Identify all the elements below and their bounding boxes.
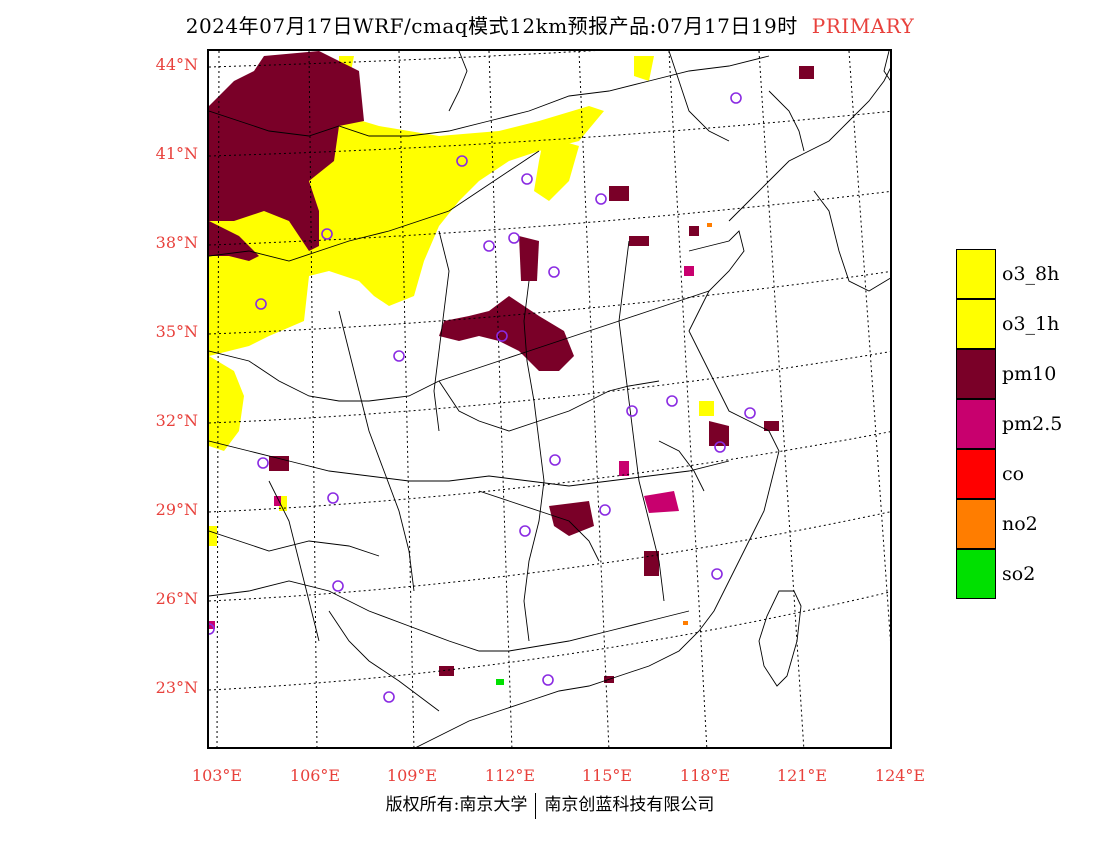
lon-label-121: 121°E [776, 766, 828, 785]
legend-swatch [956, 349, 996, 399]
copyright-right: 南京创蓝科技有限公司 [544, 795, 715, 815]
map-title: 2024年07月17日WRF/cmaq模式12km预报产品:07月17日19时 P… [0, 10, 1100, 39]
lat-label-26: 26°N [155, 589, 198, 608]
so2-speck [496, 679, 504, 685]
pm25-regions [209, 266, 694, 629]
legend-label: pm10 [1002, 363, 1057, 385]
legend-swatch [956, 549, 996, 599]
lat-label-29: 29°N [155, 500, 198, 519]
lon-label-124: 124°E [874, 766, 926, 785]
station-markers [209, 92, 756, 703]
lat-label-41: 41°N [155, 144, 198, 163]
copyright-left: 版权所有:南京大学 [385, 795, 528, 815]
lat-label-44: 44°N [155, 55, 198, 74]
title-main: 2024年07月17日WRF/cmaq模式12km预报产品:07月17日19时 [185, 14, 798, 38]
legend-swatch [956, 449, 996, 499]
lat-label-23: 23°N [155, 678, 198, 697]
legend-swatch [956, 499, 996, 549]
legend-label: so2 [1002, 563, 1036, 585]
copyright-footer: 版权所有:南京大学 南京创蓝科技有限公司 [0, 790, 1100, 819]
legend-label: o3_1h [1002, 313, 1060, 335]
legend-label: o3_8h [1002, 263, 1060, 285]
legend-label: pm2.5 [1002, 413, 1063, 435]
lon-label-118: 118°E [679, 766, 731, 785]
forecast-map [209, 51, 890, 747]
title-tag: PRIMARY [811, 14, 915, 38]
no2-speck-south [683, 621, 688, 625]
boundaries [209, 51, 890, 747]
lon-label-109: 109°E [386, 766, 438, 785]
lat-label-38: 38°N [155, 233, 198, 252]
lon-label-103: 103°E [191, 766, 243, 785]
legend-label: no2 [1002, 513, 1038, 535]
no2-speck [707, 223, 712, 227]
footer-divider [535, 792, 537, 819]
legend-swatch [956, 249, 996, 299]
legend-swatch [956, 299, 996, 349]
pm10-regions [209, 51, 814, 683]
lon-label-112: 112°E [484, 766, 536, 785]
lat-label-32: 32°N [155, 411, 198, 430]
lon-label-115: 115°E [581, 766, 633, 785]
lon-label-106: 106°E [289, 766, 341, 785]
graticule [209, 51, 890, 747]
lat-label-35: 35°N [155, 322, 198, 341]
legend-label: co [1002, 463, 1025, 485]
map-panel [207, 49, 892, 749]
legend-swatch [956, 399, 996, 449]
